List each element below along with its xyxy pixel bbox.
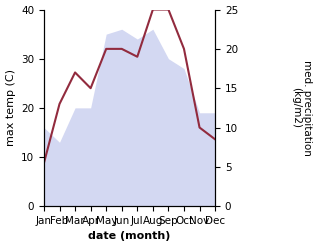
X-axis label: date (month): date (month) — [88, 231, 171, 242]
Y-axis label: med. precipitation
(kg/m2): med. precipitation (kg/m2) — [291, 60, 313, 156]
Y-axis label: max temp (C): max temp (C) — [5, 69, 16, 146]
